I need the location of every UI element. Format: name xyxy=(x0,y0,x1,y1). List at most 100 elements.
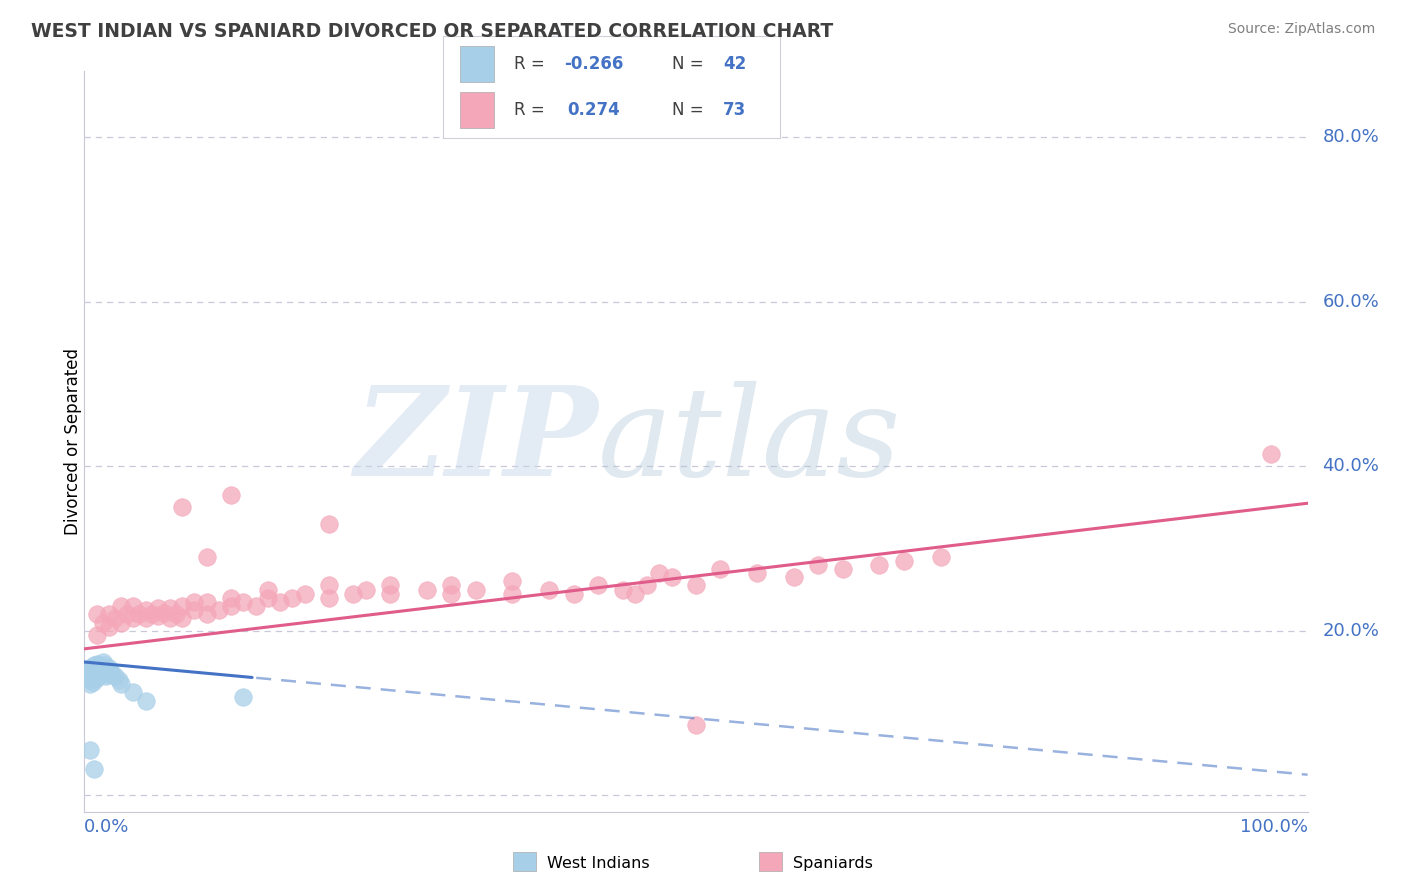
Point xyxy=(502,574,524,589)
Point xyxy=(354,582,377,597)
Point xyxy=(269,595,291,609)
Point xyxy=(91,655,114,669)
Point xyxy=(97,619,120,633)
Point xyxy=(79,669,101,683)
Point xyxy=(82,674,104,689)
Point xyxy=(153,606,176,620)
Point xyxy=(98,666,121,681)
Point xyxy=(172,599,194,613)
Point xyxy=(159,611,181,625)
Text: 40.0%: 40.0% xyxy=(1322,458,1379,475)
Text: N =: N = xyxy=(672,55,709,73)
Point xyxy=(208,603,231,617)
Text: West Indians: West Indians xyxy=(547,856,650,871)
Point xyxy=(232,690,254,704)
Point xyxy=(685,578,707,592)
Point xyxy=(97,661,120,675)
Text: 20.0%: 20.0% xyxy=(1322,622,1379,640)
Point xyxy=(146,600,169,615)
Text: 0.0%: 0.0% xyxy=(84,818,129,837)
Point xyxy=(93,663,115,677)
Text: -0.266: -0.266 xyxy=(564,55,624,73)
Point xyxy=(245,599,267,613)
Point xyxy=(661,570,683,584)
Text: 80.0%: 80.0% xyxy=(1322,128,1379,146)
Point xyxy=(869,558,891,572)
Point xyxy=(110,599,132,613)
Point xyxy=(586,578,609,592)
Point xyxy=(135,611,157,625)
Point xyxy=(612,582,634,597)
Point xyxy=(380,578,402,592)
Point xyxy=(747,566,769,581)
Text: 100.0%: 100.0% xyxy=(1240,818,1308,837)
Point xyxy=(104,611,127,625)
Point xyxy=(110,615,132,630)
Point xyxy=(86,607,108,622)
Text: Source: ZipAtlas.com: Source: ZipAtlas.com xyxy=(1227,22,1375,37)
Point xyxy=(84,672,107,686)
Point xyxy=(318,578,340,592)
Point xyxy=(122,685,145,699)
Point xyxy=(893,554,915,568)
Point xyxy=(128,607,150,622)
Point xyxy=(83,665,105,679)
Point xyxy=(219,599,242,613)
Point xyxy=(318,591,340,605)
Point xyxy=(83,658,105,673)
Point xyxy=(1260,447,1282,461)
Point xyxy=(165,607,187,622)
Point xyxy=(807,558,830,572)
Point xyxy=(440,578,463,592)
Point xyxy=(115,607,138,622)
Point xyxy=(195,607,218,622)
Point xyxy=(538,582,561,597)
Point xyxy=(440,587,463,601)
Point xyxy=(96,669,118,683)
Point xyxy=(79,743,101,757)
Point xyxy=(685,718,707,732)
Point xyxy=(219,591,242,605)
Point xyxy=(79,665,101,679)
Point xyxy=(183,595,205,609)
Point xyxy=(141,607,163,622)
Point xyxy=(146,609,169,624)
Point xyxy=(636,578,658,592)
Point xyxy=(87,661,110,675)
Point xyxy=(183,603,205,617)
Point xyxy=(80,666,103,681)
Point xyxy=(257,582,280,597)
Point xyxy=(648,566,671,581)
Point xyxy=(84,666,107,681)
Text: 42: 42 xyxy=(723,55,747,73)
Bar xyxy=(460,45,494,82)
Point xyxy=(97,607,120,622)
Point xyxy=(82,663,104,677)
Point xyxy=(172,500,194,515)
Point xyxy=(79,673,101,687)
Point xyxy=(90,665,112,679)
Point xyxy=(709,562,731,576)
Point xyxy=(87,658,110,673)
Point xyxy=(100,665,122,679)
Point xyxy=(104,669,127,683)
Point xyxy=(342,587,364,601)
Text: R =: R = xyxy=(513,101,550,119)
Point xyxy=(94,658,117,673)
Point xyxy=(195,549,218,564)
Point xyxy=(82,669,104,683)
Point xyxy=(281,591,304,605)
Point xyxy=(135,603,157,617)
Point xyxy=(110,677,132,691)
Point xyxy=(79,666,101,681)
Point xyxy=(195,595,218,609)
Point xyxy=(624,587,647,601)
Point xyxy=(97,666,120,681)
Point xyxy=(79,677,101,691)
Point xyxy=(232,595,254,609)
Text: Spaniards: Spaniards xyxy=(793,856,873,871)
Point xyxy=(107,673,129,687)
Point xyxy=(159,600,181,615)
Y-axis label: Divorced or Separated: Divorced or Separated xyxy=(65,348,82,535)
Point xyxy=(219,488,242,502)
